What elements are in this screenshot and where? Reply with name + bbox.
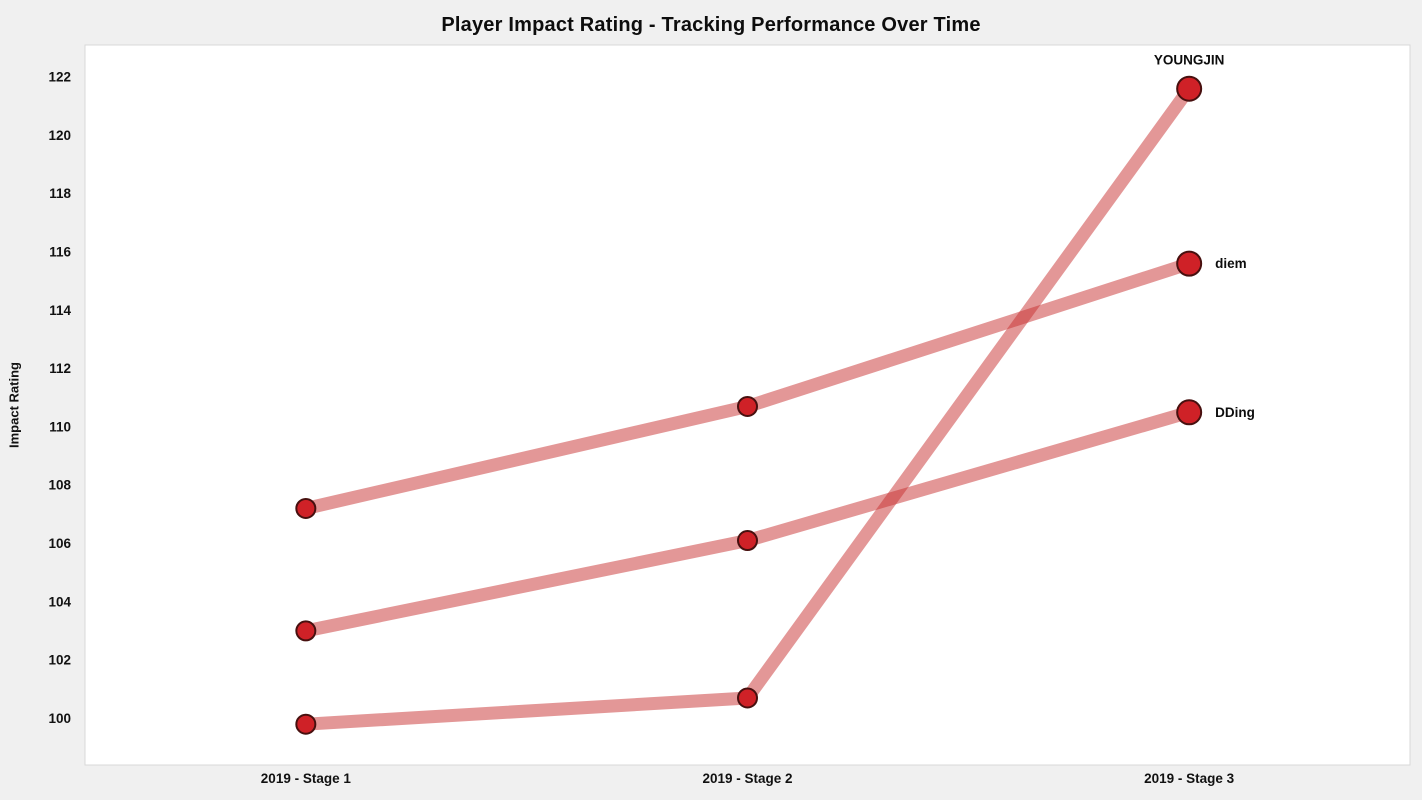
- y-tick-label: 118: [49, 186, 71, 201]
- data-point: [737, 530, 758, 552]
- y-tick-label: 120: [48, 128, 71, 143]
- data-point: [737, 395, 758, 417]
- y-tick-label: 100: [48, 711, 71, 726]
- series-label: DDing: [1215, 405, 1255, 420]
- y-tick-label: 108: [48, 478, 71, 493]
- data-point: [295, 497, 317, 519]
- series-label: YOUNGJIN: [1154, 53, 1225, 68]
- data-point: [737, 687, 758, 709]
- data-point: [295, 620, 317, 642]
- data-point: [1176, 250, 1203, 277]
- y-tick-label: 114: [49, 303, 71, 318]
- x-tick-label: 2019 - Stage 2: [702, 771, 792, 786]
- y-tick-label: 112: [49, 361, 71, 376]
- series-label: diem: [1215, 256, 1247, 271]
- y-tick-label: 106: [48, 536, 71, 551]
- y-tick-label: 102: [48, 653, 71, 668]
- y-tick-label: 110: [49, 419, 71, 434]
- y-tick-label: 122: [48, 70, 71, 85]
- data-point: [1176, 399, 1203, 426]
- data-point: [295, 713, 317, 735]
- y-tick-label: 116: [49, 244, 71, 259]
- x-tick-label: 2019 - Stage 3: [1144, 771, 1235, 786]
- data-point: [1176, 75, 1203, 102]
- chart-title: Player Impact Rating - Tracking Performa…: [441, 14, 981, 36]
- x-tick-label: 2019 - Stage 1: [261, 771, 352, 786]
- y-tick-label: 104: [48, 594, 71, 609]
